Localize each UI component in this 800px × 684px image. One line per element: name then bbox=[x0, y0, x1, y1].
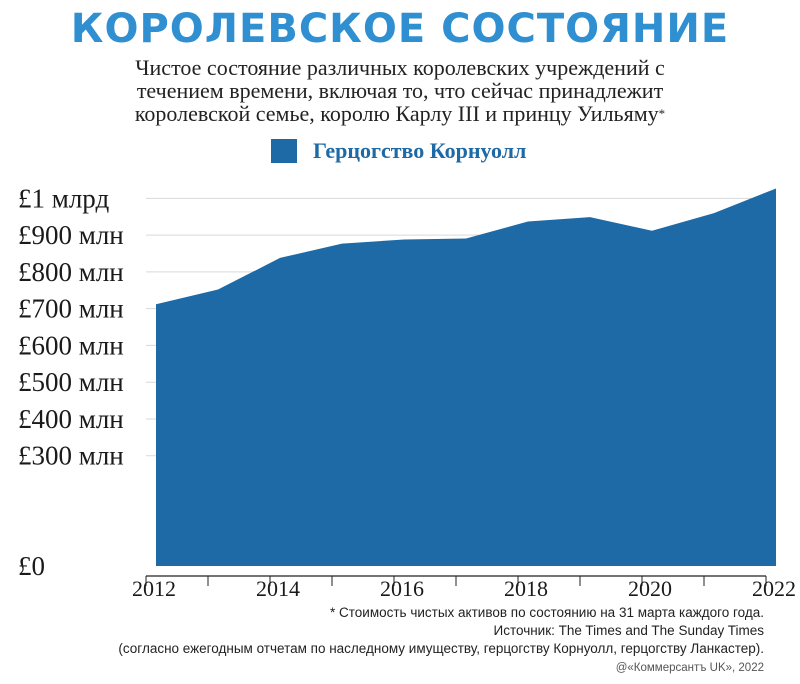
chart-subtitle-text: Чистое состояние различных королевских у… bbox=[134, 55, 665, 126]
y-tick-label: £700 млн bbox=[18, 294, 124, 324]
chart-subtitle: Чистое состояние различных королевских у… bbox=[90, 56, 710, 125]
y-tick-label: £0 bbox=[18, 551, 45, 581]
chart-title: КОРОЛЕВСКОЕ СОСТОЯНИЕ bbox=[70, 6, 730, 52]
y-tick-label: £800 млн bbox=[18, 257, 124, 287]
source-note: Источник: The Times and The Sunday Times bbox=[493, 623, 765, 638]
x-tick-label: 2016 bbox=[380, 576, 424, 601]
y-tick-label: £1 млрд bbox=[18, 183, 109, 213]
copyright: @«Коммерсантъ UK», 2022 bbox=[615, 662, 764, 674]
chart-legend: Герцогство Корнуолл bbox=[271, 138, 526, 164]
x-tick-label: 2022 bbox=[752, 576, 796, 601]
x-tick-label: 2018 bbox=[504, 576, 548, 601]
y-tick-label: £500 млн bbox=[18, 367, 124, 397]
footnote: * Стоимость чистых активов по состоянию … bbox=[329, 605, 764, 620]
chart-notes: * Стоимость чистых активов по состоянию … bbox=[118, 604, 764, 658]
y-tick-label: £300 млн bbox=[18, 441, 124, 471]
x-tick-label: 2020 bbox=[628, 576, 672, 601]
x-tick-label: 2014 bbox=[256, 576, 300, 601]
legend-label: Герцогство Корнуолл bbox=[313, 138, 527, 163]
y-tick-label: £400 млн bbox=[18, 404, 124, 434]
subtitle-footnote-mark: * bbox=[658, 106, 666, 121]
series-area-duchy-of-cornwall bbox=[156, 188, 776, 566]
source-details: (согласно ежегодным отчетам по наследном… bbox=[118, 641, 764, 656]
y-tick-label: £600 млн bbox=[18, 330, 124, 360]
y-tick-label: £900 млн bbox=[18, 220, 124, 250]
x-tick-label: 2012 bbox=[132, 576, 176, 601]
legend-swatch bbox=[271, 139, 297, 163]
